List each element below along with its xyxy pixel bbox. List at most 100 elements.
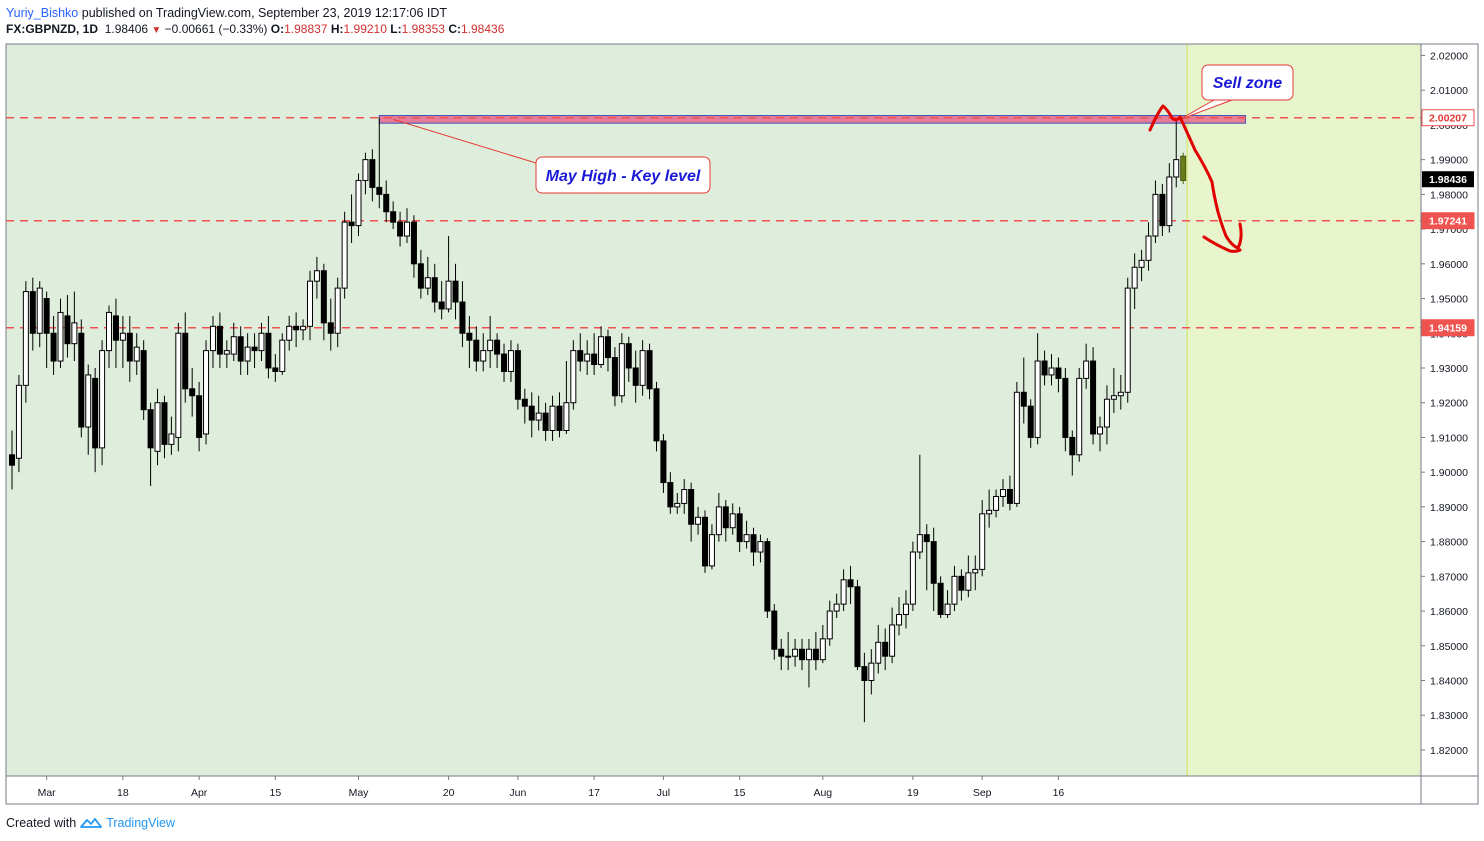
candle-body (771, 610, 778, 650)
candle-body (196, 395, 203, 438)
candle-body (840, 579, 847, 605)
candle-body (22, 291, 29, 386)
x-tick-label: Apr (191, 787, 208, 799)
time-axis[interactable]: Mar 18 Apr 15 May 20 Jun 17 Jul 15 Aug 19 Sep 16 (38, 776, 1065, 799)
candle-body (1138, 259, 1145, 268)
candle-body (1034, 360, 1041, 438)
last-price: 1.98406 (104, 22, 149, 36)
candle-body (604, 336, 611, 359)
candle-body (494, 339, 501, 355)
candle-body (265, 332, 272, 369)
y-tick-label: 1.84000 (1430, 676, 1468, 688)
candle-body (764, 541, 771, 612)
candle-body (119, 332, 126, 341)
freehand-arrowhead-stroke (1202, 235, 1242, 253)
candle-body (584, 353, 591, 362)
candle-body (528, 405, 535, 421)
x-tick-label: 15 (269, 787, 281, 799)
candle-body (133, 346, 140, 362)
candle-body (944, 603, 951, 616)
candle-body (812, 648, 819, 661)
x-tick-label: 17 (588, 787, 600, 799)
y-tick-label: 1.86000 (1430, 606, 1468, 618)
candle-body (549, 405, 556, 431)
candle-body (473, 339, 480, 362)
x-tick-label: Sep (973, 787, 992, 799)
candle-body (972, 568, 979, 574)
candle-body (480, 350, 487, 362)
candle-body (979, 513, 986, 570)
candle-body (383, 193, 390, 213)
candle-body (1131, 266, 1138, 289)
candle-body (1124, 287, 1131, 393)
sell-zone-layer (378, 115, 1247, 124)
candle-body (64, 315, 71, 345)
x-tick-label: Jun (509, 787, 526, 799)
candle-body (882, 641, 889, 657)
candle-body (1159, 193, 1166, 227)
candle-body (729, 513, 736, 529)
history-background (6, 44, 1188, 776)
candle-body (625, 343, 632, 369)
x-tick-label: Jul (657, 787, 670, 799)
price-axis[interactable]: 1.82000 1.83000 1.84000 1.85000 1.86000 1.870… (1421, 50, 1468, 757)
level-price-label: 1.97241 (1429, 216, 1467, 228)
candle-body (695, 516, 702, 525)
candle-body (993, 495, 1000, 511)
candle-body (244, 346, 251, 362)
low-value: 1.98353 (401, 22, 445, 36)
candle-body (819, 638, 826, 661)
candle-body (1062, 377, 1069, 438)
future-background (1187, 44, 1421, 776)
candle-body (805, 648, 812, 661)
candle-body (487, 339, 494, 352)
candle-body (611, 357, 618, 397)
candle-body (154, 402, 161, 452)
candle-body (1180, 155, 1187, 181)
candle-body (258, 332, 265, 352)
y-tick-label: 1.88000 (1430, 537, 1468, 549)
candle-body (355, 179, 362, 227)
candle-body (889, 624, 896, 657)
candle-body (306, 280, 313, 327)
candle-body (1006, 489, 1013, 504)
candle-body (106, 311, 113, 352)
candle-body (362, 159, 369, 181)
candle-body (209, 325, 216, 352)
published-text: published on TradingView.com, September … (81, 6, 448, 20)
candle-body (792, 648, 799, 657)
level-price-label: 1.94159 (1429, 323, 1467, 335)
candle-body (1173, 159, 1180, 178)
candle-body (902, 603, 909, 616)
candle-body (896, 614, 903, 626)
down-triangle-icon: ▼ (151, 25, 162, 36)
candle-body (376, 186, 383, 195)
candle-body (466, 332, 473, 341)
x-tick-label: Mar (38, 787, 57, 799)
candle-body (369, 159, 376, 188)
candle-body (182, 332, 189, 390)
candle-body (646, 350, 653, 390)
candle-body (293, 325, 300, 331)
candle-body (1090, 360, 1097, 435)
candle-body (785, 655, 792, 658)
candle-body (126, 332, 133, 362)
tradingview-brand-link[interactable]: TradingView (106, 816, 175, 830)
ohlc-line: FX:GBPNZD, 1D 1.98406 ▼ −0.00661 (−0.33%… (6, 21, 504, 39)
candle-body (999, 489, 1006, 497)
tradingview-logo-icon (80, 818, 103, 828)
author-link[interactable]: Yuriy_Bishko (6, 6, 79, 20)
candle-body (577, 350, 584, 362)
candle-body (1069, 436, 1076, 456)
y-tick-label: 1.82000 (1430, 745, 1468, 757)
candle-body (535, 412, 542, 421)
y-tick-label: 1.93000 (1430, 363, 1468, 375)
candle-body (279, 339, 286, 372)
candle-body (639, 350, 646, 386)
y-tick-label: 1.83000 (1430, 710, 1468, 722)
candle-body (327, 322, 334, 334)
candle-body (681, 489, 688, 504)
candle-body (826, 610, 833, 640)
last-price-label-bg (1422, 171, 1474, 188)
